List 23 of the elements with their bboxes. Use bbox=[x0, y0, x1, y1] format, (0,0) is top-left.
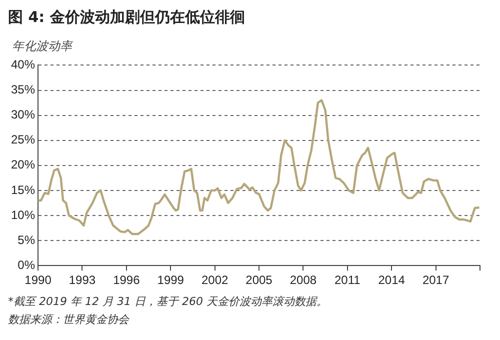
x-tick-label: 1993 bbox=[68, 273, 96, 288]
x-tick-label: 2005 bbox=[246, 273, 273, 288]
y-axis-title: 年化波动率 bbox=[12, 38, 74, 55]
y-tick-label: 40% bbox=[10, 58, 36, 72]
chart-title: 图 4: 金价波动加剧但仍在低位徘徊 bbox=[8, 8, 246, 28]
x-tick-label: 2011 bbox=[334, 273, 361, 288]
y-tick-label: 0% bbox=[18, 258, 36, 272]
y-tick-label: 10% bbox=[10, 208, 36, 222]
x-tick-label: 1999 bbox=[157, 273, 184, 288]
x-tick-label: 2002 bbox=[201, 273, 228, 288]
x-tick-label: 1990 bbox=[24, 273, 52, 288]
x-tick-label: 1996 bbox=[113, 273, 140, 288]
text: *截至 2019 年 12 月 31 日，基于 260 天金价波动率滚动数据。 bbox=[8, 294, 328, 309]
y-tick-label: 25% bbox=[10, 132, 36, 147]
y-tick-label: 15% bbox=[10, 182, 36, 197]
y-tick-label: 20% bbox=[10, 158, 36, 172]
y-tick-label: 35% bbox=[10, 82, 36, 97]
x-tick-label: 2008 bbox=[290, 273, 317, 288]
x-tick-label: 2017 bbox=[422, 273, 450, 288]
y-tick-label: 30% bbox=[10, 108, 36, 122]
y-tick-label: 5% bbox=[18, 232, 36, 247]
x-tick-label: 2014 bbox=[378, 273, 406, 288]
source-note: 数据来源：世界黄金协会 bbox=[8, 312, 130, 327]
